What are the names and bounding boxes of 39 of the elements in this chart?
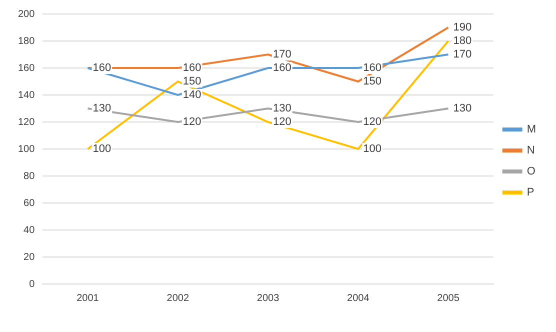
y-tick-label: 200 [18,8,36,20]
legend-label: P [526,186,534,199]
data-label: 120 [182,116,202,128]
y-tick-label: 120 [18,116,36,128]
y-tick-label: 140 [18,90,36,101]
data-label: 160 [182,62,202,74]
data-label: 120 [363,116,382,128]
y-tick-label: 40 [24,224,36,236]
y-tick-label: 180 [18,36,36,47]
legend-label: M [526,124,536,136]
data-label: 150 [363,76,382,88]
x-tick-label: 2005 [437,292,460,304]
data-label: 160 [92,62,112,74]
y-tick-label: 0 [29,278,36,290]
data-label: 160 [363,62,382,74]
data-label: 100 [92,143,112,156]
data-label: 170 [453,48,472,61]
y-tick-label: 100 [18,144,36,155]
data-label: 160 [273,62,292,74]
data-label: 140 [182,89,202,102]
data-label: 130 [92,102,112,115]
x-tick-label: 2003 [256,292,280,304]
y-tick-label: 80 [24,170,36,182]
x-tick-label: 2001 [76,292,100,304]
x-tick-label: 2002 [166,292,190,304]
data-label: 190 [453,22,472,34]
data-label: 120 [273,116,292,128]
y-tick-label: 20 [24,252,36,263]
legend-label: N [526,144,535,157]
data-label: 130 [453,102,472,115]
data-label: 130 [273,102,292,115]
data-label: 150 [182,76,202,88]
legend-label: O [526,166,536,178]
x-tick-label: 2004 [347,292,370,304]
data-label: 100 [363,143,382,156]
data-label: 180 [453,35,472,48]
data-label: 170 [273,48,292,61]
y-tick-label: 160 [18,62,36,74]
y-tick-label: 60 [24,198,36,209]
